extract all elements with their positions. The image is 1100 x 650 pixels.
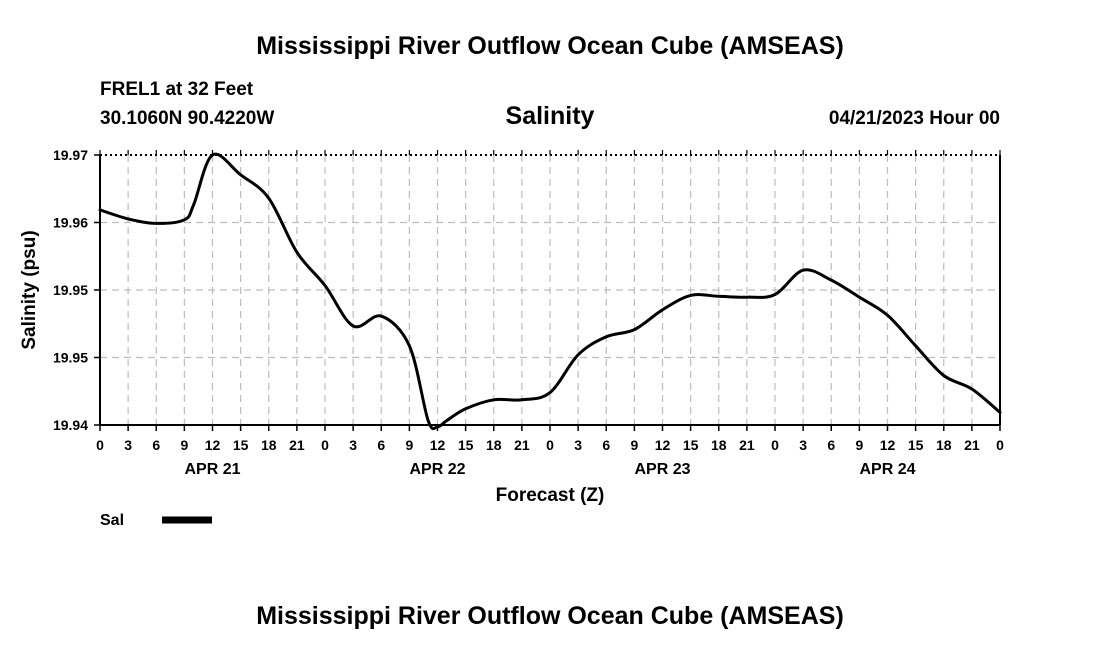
y-axis-ticks: 19.97 19.96 19.95 19.95 19.94 (53, 147, 100, 433)
x-tick-label: 15 (458, 437, 474, 453)
x-tick-label: 18 (486, 437, 502, 453)
chart-main-title: Mississippi River Outflow Ocean Cube (AM… (256, 32, 844, 60)
x-tick-label: 12 (205, 437, 221, 453)
grid-lines (100, 155, 1000, 425)
x-tick-label: 15 (683, 437, 699, 453)
y-tick-label: 19.97 (53, 147, 88, 163)
x-tick-label: 9 (180, 437, 188, 453)
x-tick-label: 6 (827, 437, 835, 453)
x-tick-label: 21 (514, 437, 530, 453)
x-axis-title: Forecast (Z) (496, 485, 605, 506)
x-tick-label: 21 (739, 437, 755, 453)
variable-title: Salinity (506, 102, 595, 130)
x-axis-ticks: 0 3 6 9 12 15 18 21 0 3 6 9 12 15 18 21 0 3 6 9 12 15 18 21 0 3 6 9… (96, 150, 1004, 453)
station-label: FREL1 at 32 Feet (100, 79, 254, 100)
x-tick-label: 15 (908, 437, 924, 453)
x-tick-label: 9 (405, 437, 413, 453)
x-tick-label: 12 (430, 437, 446, 453)
y-tick-label: 19.95 (53, 350, 88, 366)
x-tick-label: 3 (349, 437, 357, 453)
x-tick-label: 6 (152, 437, 160, 453)
day-label: APR 24 (859, 461, 915, 478)
x-tick-label: 18 (711, 437, 727, 453)
day-label: APR 23 (634, 461, 690, 478)
day-labels: APR 21 APR 22 APR 23 APR 24 (184, 461, 915, 478)
x-tick-label: 0 (771, 437, 779, 453)
coordinates-label: 30.1060N 90.4220W (100, 108, 274, 129)
y-axis-title: Salinity (psu) (19, 230, 40, 349)
x-tick-label: 3 (799, 437, 807, 453)
x-tick-label: 18 (261, 437, 277, 453)
y-tick-label: 19.94 (53, 417, 88, 433)
y-tick-label: 19.96 (53, 215, 88, 231)
x-tick-label: 18 (936, 437, 952, 453)
repeated-chart-title: Mississippi River Outflow Ocean Cube (AM… (256, 602, 844, 630)
day-label: APR 22 (409, 461, 465, 478)
x-tick-label: 3 (124, 437, 132, 453)
day-label: APR 21 (184, 461, 240, 478)
x-tick-label: 21 (289, 437, 305, 453)
x-tick-label: 6 (377, 437, 385, 453)
x-tick-label: 0 (546, 437, 554, 453)
y-tick-label: 19.95 (53, 282, 88, 298)
x-tick-label: 0 (96, 437, 104, 453)
x-tick-label: 15 (233, 437, 249, 453)
x-tick-label: 21 (964, 437, 980, 453)
x-tick-label: 0 (996, 437, 1004, 453)
x-tick-label: 12 (880, 437, 896, 453)
forecast-datetime: 04/21/2023 Hour 00 (829, 108, 1000, 129)
x-tick-label: 12 (655, 437, 671, 453)
x-tick-label: 9 (630, 437, 638, 453)
series-layer (98, 152, 1002, 431)
x-tick-label: 0 (321, 437, 329, 453)
salinity-series-line (98, 152, 1002, 431)
x-tick-label: 9 (855, 437, 863, 453)
legend-label: Sal (100, 512, 124, 529)
x-tick-label: 3 (574, 437, 582, 453)
x-tick-label: 6 (602, 437, 610, 453)
